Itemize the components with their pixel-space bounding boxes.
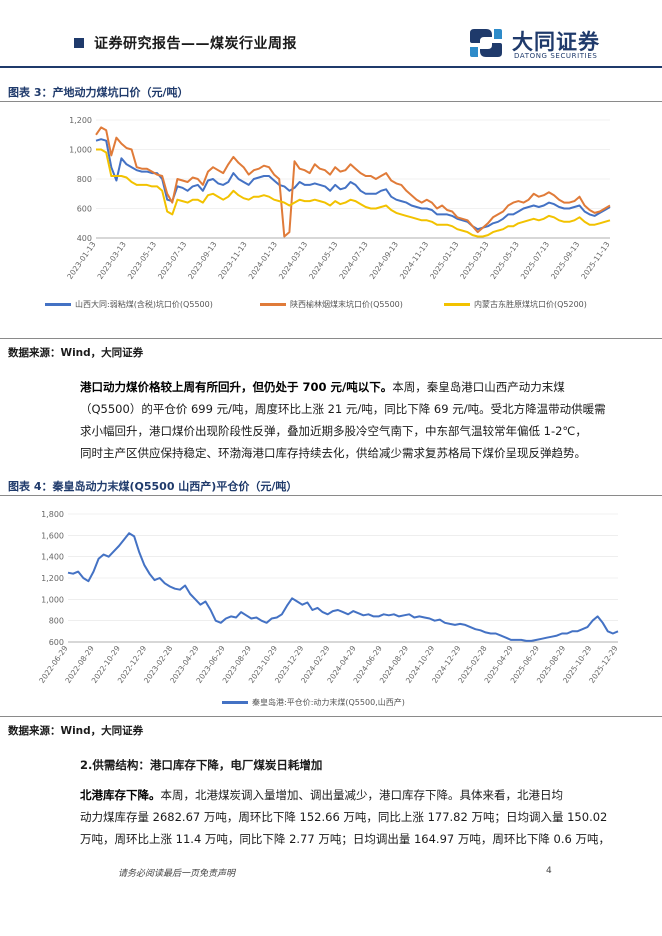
legend-swatch-shaanxi bbox=[260, 303, 286, 306]
y-tick-label: 800 bbox=[49, 617, 64, 626]
footer-disclaimer-note: 请务必阅读最后一页免责声明 bbox=[118, 869, 236, 879]
paragraph1-line4: 同时主产区供应保持稳定、环渤海港口库存持续去化，供给减少需求复苏格局下煤价呈现反… bbox=[80, 446, 586, 460]
figure3-title: 图表 3：产地动力煤坑口价（元/吨） bbox=[8, 86, 189, 99]
x-tick-label: 2025-07-13 bbox=[519, 240, 552, 281]
x-tick-label: 2024-09-13 bbox=[368, 240, 401, 281]
section2-heading: 2.供需结构：港口库存下降，电厂煤炭日耗增加 bbox=[80, 758, 323, 772]
legend-label-neimenggu: 内蒙古东胜原煤坑口价(Q5200) bbox=[474, 300, 587, 309]
y-tick-label: 400 bbox=[77, 234, 92, 243]
legend-swatch-shanxi bbox=[45, 303, 71, 306]
figure3-chart: 400 600 800 1,000 1,200 2023-01-132023-03-13… bbox=[65, 116, 612, 281]
x-tick-label: 2025-01-13 bbox=[428, 240, 461, 281]
y-tick-label: 1,600 bbox=[41, 531, 64, 540]
x-tick-label: 2025-11-13 bbox=[579, 240, 612, 281]
legend-swatch-qinhuangdao bbox=[222, 701, 248, 704]
series-line-2 bbox=[95, 126, 611, 238]
series-line-1 bbox=[67, 532, 619, 642]
header-bullet bbox=[74, 38, 84, 48]
figure4-title: 图表 4：秦皇岛动力末煤(Q5500 山西产)平仓价（元/吨） bbox=[8, 480, 298, 493]
datong-logo-icon bbox=[470, 29, 502, 57]
legend-label-qinhuangdao: 秦皇岛港:平仓价:动力末煤(Q5500,山西产) bbox=[252, 698, 405, 707]
series-line-3 bbox=[96, 148, 611, 238]
paragraph1-text-1: 本周，秦皇岛港口山西产动力末煤 bbox=[392, 380, 565, 394]
paragraph1-line2: （Q5500）的平仓价 699 元/吨，周度环比上涨 21 元/吨，同比下降 6… bbox=[80, 402, 606, 416]
y-tick-label: 1,000 bbox=[41, 595, 64, 604]
y-tick-label: 600 bbox=[49, 638, 64, 647]
section2-lead: 北港库存下降。 bbox=[80, 788, 161, 802]
y-tick-label: 1,200 bbox=[69, 116, 92, 125]
paragraph1-line1: 港口动力煤价格较上周有所回升，但仍处于 700 元/吨以下。本周，秦皇岛港口山西… bbox=[80, 377, 565, 398]
legend-label-shanxi: 山西大同:弱粘煤(含税)坑口价(Q5500) bbox=[75, 300, 213, 309]
figure4-source: 数据来源：Wind，大同证券 bbox=[8, 725, 144, 737]
paragraph1-lead: 港口动力煤价格较上周有所回升，但仍处于 700 元/吨以下。 bbox=[80, 380, 393, 394]
figure3-top-rule bbox=[0, 101, 662, 102]
y-tick-label: 1,400 bbox=[41, 553, 64, 562]
x-tick-label: 2024-05-13 bbox=[307, 240, 340, 281]
report-header-title: 证券研究报告——煤炭行业周报 bbox=[94, 36, 297, 52]
figure4-bottom-rule bbox=[0, 716, 662, 717]
x-tick-label: 2024-01-13 bbox=[247, 240, 280, 281]
y-tick-label: 600 bbox=[77, 205, 92, 214]
x-tick-label: 2025-05-13 bbox=[489, 240, 522, 281]
x-tick-label: 2025-03-13 bbox=[458, 240, 491, 281]
paragraph1-line3: 求小幅回升，港口煤价出现阶段性反弹，叠加近期多股冷空气南下，中东部气温较常年偏低… bbox=[80, 424, 587, 438]
x-tick-label: 2023-09-13 bbox=[186, 240, 219, 281]
y-tick-label: 1,800 bbox=[41, 510, 64, 519]
figure3-legend-3: 内蒙古东胜原煤坑口价(Q5200) bbox=[444, 299, 587, 310]
x-tick-label: 2024-11-13 bbox=[398, 240, 431, 281]
figure3-legend-1: 山西大同:弱粘煤(含税)坑口价(Q5500) bbox=[45, 299, 213, 310]
figure4-top-rule bbox=[0, 495, 662, 496]
y-tick-label: 1,200 bbox=[41, 574, 64, 583]
x-tick-label: 2023-11-13 bbox=[216, 240, 249, 281]
figure3-legend-2: 陕西榆林烟煤末坑口价(Q5500) bbox=[260, 299, 403, 310]
x-tick-label: 2023-07-13 bbox=[156, 240, 189, 281]
figure3-bottom-rule bbox=[0, 338, 662, 339]
logo-english-name: DATONG SECURITIES bbox=[514, 52, 598, 60]
section2-line3: 万吨，周环比上涨 11.4 万吨，同比下降 2.77 万吨；日均调出量 164.… bbox=[80, 832, 610, 846]
y-tick-label: 800 bbox=[77, 175, 92, 184]
x-tick-label: 2025-09-13 bbox=[549, 240, 582, 281]
x-tick-label: 2023-03-13 bbox=[95, 240, 128, 281]
header-divider bbox=[0, 66, 662, 68]
series-line-1 bbox=[95, 138, 611, 231]
y-tick-label: 1,000 bbox=[69, 146, 92, 155]
section2-line1: 北港库存下降。本周，北港煤炭调入量增加、调出量减少，港口库存下降。具体来看，北港… bbox=[80, 785, 563, 806]
legend-label-shaanxi: 陕西榆林烟煤末坑口价(Q5500) bbox=[290, 300, 403, 309]
x-tick-label: 2024-03-13 bbox=[277, 240, 310, 281]
section2-text-1: 本周，北港煤炭调入量增加、调出量减少，港口库存下降。具体来看，北港日均 bbox=[160, 788, 564, 802]
x-tick-label: 2024-07-13 bbox=[337, 240, 370, 281]
figure3-source: 数据来源：Wind，大同证券 bbox=[8, 347, 144, 359]
x-tick-label: 2023-05-13 bbox=[126, 240, 159, 281]
section2-line2: 动力煤库存量 2682.67 万吨，周环比下降 152.66 万吨，同比上涨 1… bbox=[80, 810, 608, 824]
x-tick-label: 2023-01-13 bbox=[65, 240, 98, 281]
legend-swatch-neimenggu bbox=[444, 303, 470, 306]
page-number: 4 bbox=[546, 866, 552, 876]
logo-chinese-name: 大同证券 bbox=[512, 30, 600, 54]
figure4-legend: 秦皇岛港:平仓价:动力末煤(Q5500,山西产) bbox=[222, 697, 405, 708]
